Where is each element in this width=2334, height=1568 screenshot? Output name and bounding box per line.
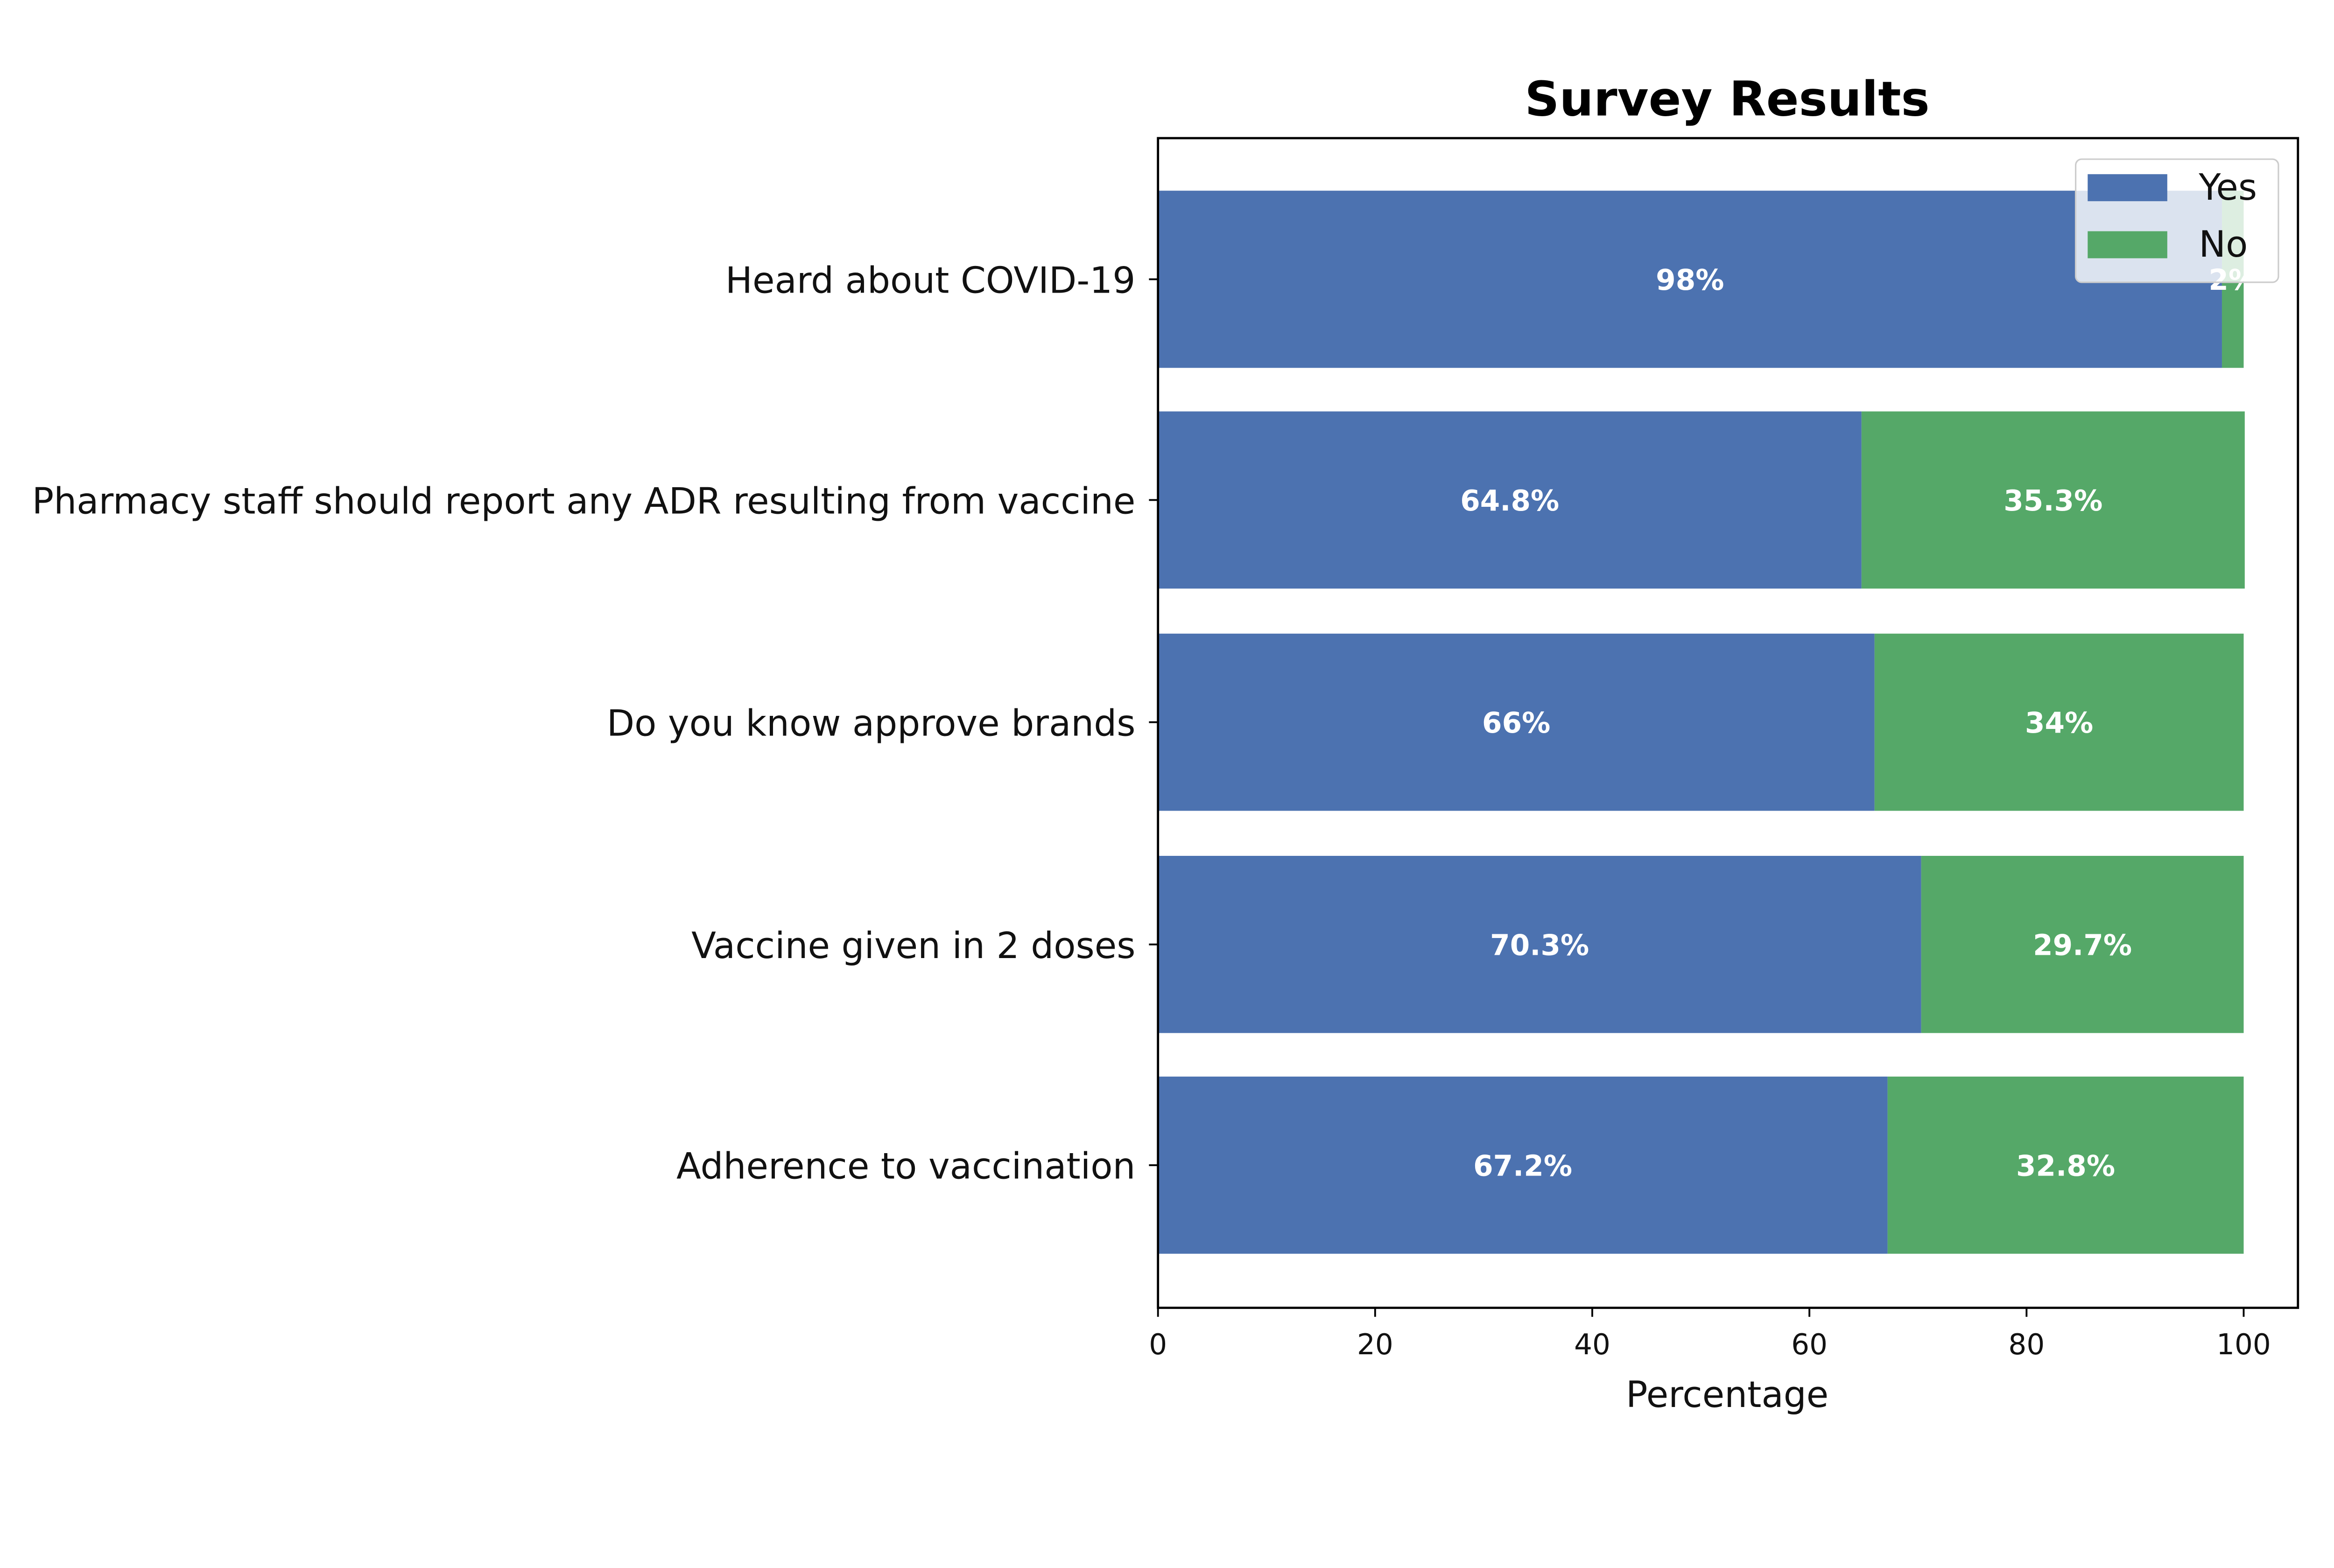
- y-tick-label: Adherence to vaccination: [676, 1146, 1135, 1188]
- bar-yes: [1158, 411, 1862, 589]
- y-tick-label: Heard about COVID-19: [725, 259, 1136, 301]
- x-tick-label: 0: [1149, 1328, 1167, 1361]
- x-tick-label: 60: [1791, 1328, 1828, 1361]
- bar-value-label: 98%: [1656, 264, 1724, 297]
- bar-no: [1887, 1076, 2244, 1254]
- bar-value-label: 34%: [2025, 707, 2093, 740]
- x-axis-label: Percentage: [1626, 1374, 1828, 1416]
- chart-title: Survey Results: [1525, 71, 1929, 127]
- bar-yes: [1158, 633, 1875, 811]
- bar-yes: [1158, 855, 1921, 1033]
- legend-swatch-yes: [2088, 174, 2167, 202]
- x-tick-label: 20: [1357, 1328, 1393, 1361]
- legend-label-no: No: [2199, 224, 2248, 266]
- bar-no: [1921, 855, 2244, 1033]
- bar-no: [1874, 633, 2244, 811]
- bar-no: [1861, 411, 2245, 589]
- survey-results-chart: Survey Results 98%2%64.8%35.3%66%34%70.3…: [32, 71, 2299, 1416]
- bar-yes: [1158, 190, 2222, 368]
- x-tick-label: 40: [1574, 1328, 1610, 1361]
- legend: Yes No: [2074, 158, 2279, 283]
- bar-value-label: 66%: [1482, 707, 1550, 740]
- bar-value-label: 29.7%: [2033, 929, 2132, 962]
- y-tick-label: Pharmacy staff should report any ADR res…: [32, 480, 1136, 522]
- legend-swatch-no: [2088, 231, 2167, 259]
- bar-value-label: 64.8%: [1460, 484, 1559, 518]
- bar-value-label: 35.3%: [2004, 484, 2102, 518]
- y-tick-label: Vaccine given in 2 doses: [691, 925, 1135, 967]
- bar-value-label: 32.8%: [2016, 1149, 2115, 1183]
- x-tick-label: 80: [2008, 1328, 2045, 1361]
- y-tick-label: Do you know approve brands: [607, 703, 1136, 745]
- bar-value-label: 67.2%: [1473, 1149, 1572, 1183]
- x-tick-label: 100: [2216, 1328, 2271, 1361]
- bar-value-label: 70.3%: [1490, 929, 1589, 962]
- bar-yes: [1158, 1076, 1888, 1254]
- legend-label-yes: Yes: [2198, 167, 2257, 209]
- plot-frame: [1157, 137, 2299, 1309]
